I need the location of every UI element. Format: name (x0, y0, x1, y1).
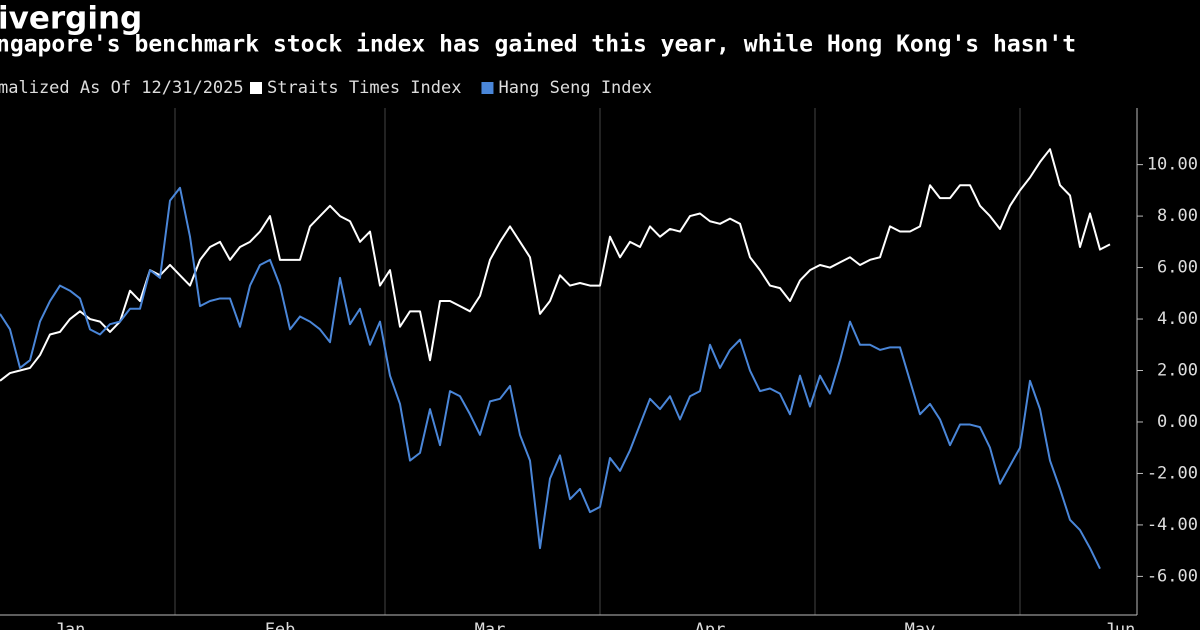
y-tick-label: -2.00 (1147, 463, 1198, 483)
x-tick-label: Jun (1105, 620, 1136, 630)
series-line (0, 186, 1101, 570)
y-tick-label: 0.00 (1157, 412, 1198, 432)
chart-title: iverging (0, 1, 142, 37)
y-tick-label: 4.00 (1157, 309, 1198, 329)
x-tick-label: Mar (475, 620, 506, 630)
y-tick-label: -6.00 (1147, 566, 1198, 586)
y-tick-label: -4.00 (1147, 515, 1198, 535)
x-tick-label: Apr (695, 620, 726, 630)
legend-label: Straits Times Index (267, 78, 461, 98)
legend-title: malized As Of 12/31/2025 (0, 78, 244, 98)
legend-swatch (481, 82, 494, 94)
x-tick-label: May (905, 620, 936, 630)
y-tick-label: 10.00 (1147, 155, 1198, 175)
series-line (0, 148, 1111, 382)
y-tick-label: 2.00 (1157, 361, 1198, 381)
x-tick-label: Jan (55, 620, 86, 630)
chart-subtitle: ngapore's benchmark stock index has gain… (0, 32, 1076, 58)
y-tick-label: 8.00 (1157, 206, 1198, 226)
legend-swatch (250, 82, 262, 94)
y-tick-label: 6.00 (1157, 258, 1198, 278)
legend-label: Hang Seng Index (498, 78, 652, 98)
x-tick-label: Feb (265, 620, 296, 630)
